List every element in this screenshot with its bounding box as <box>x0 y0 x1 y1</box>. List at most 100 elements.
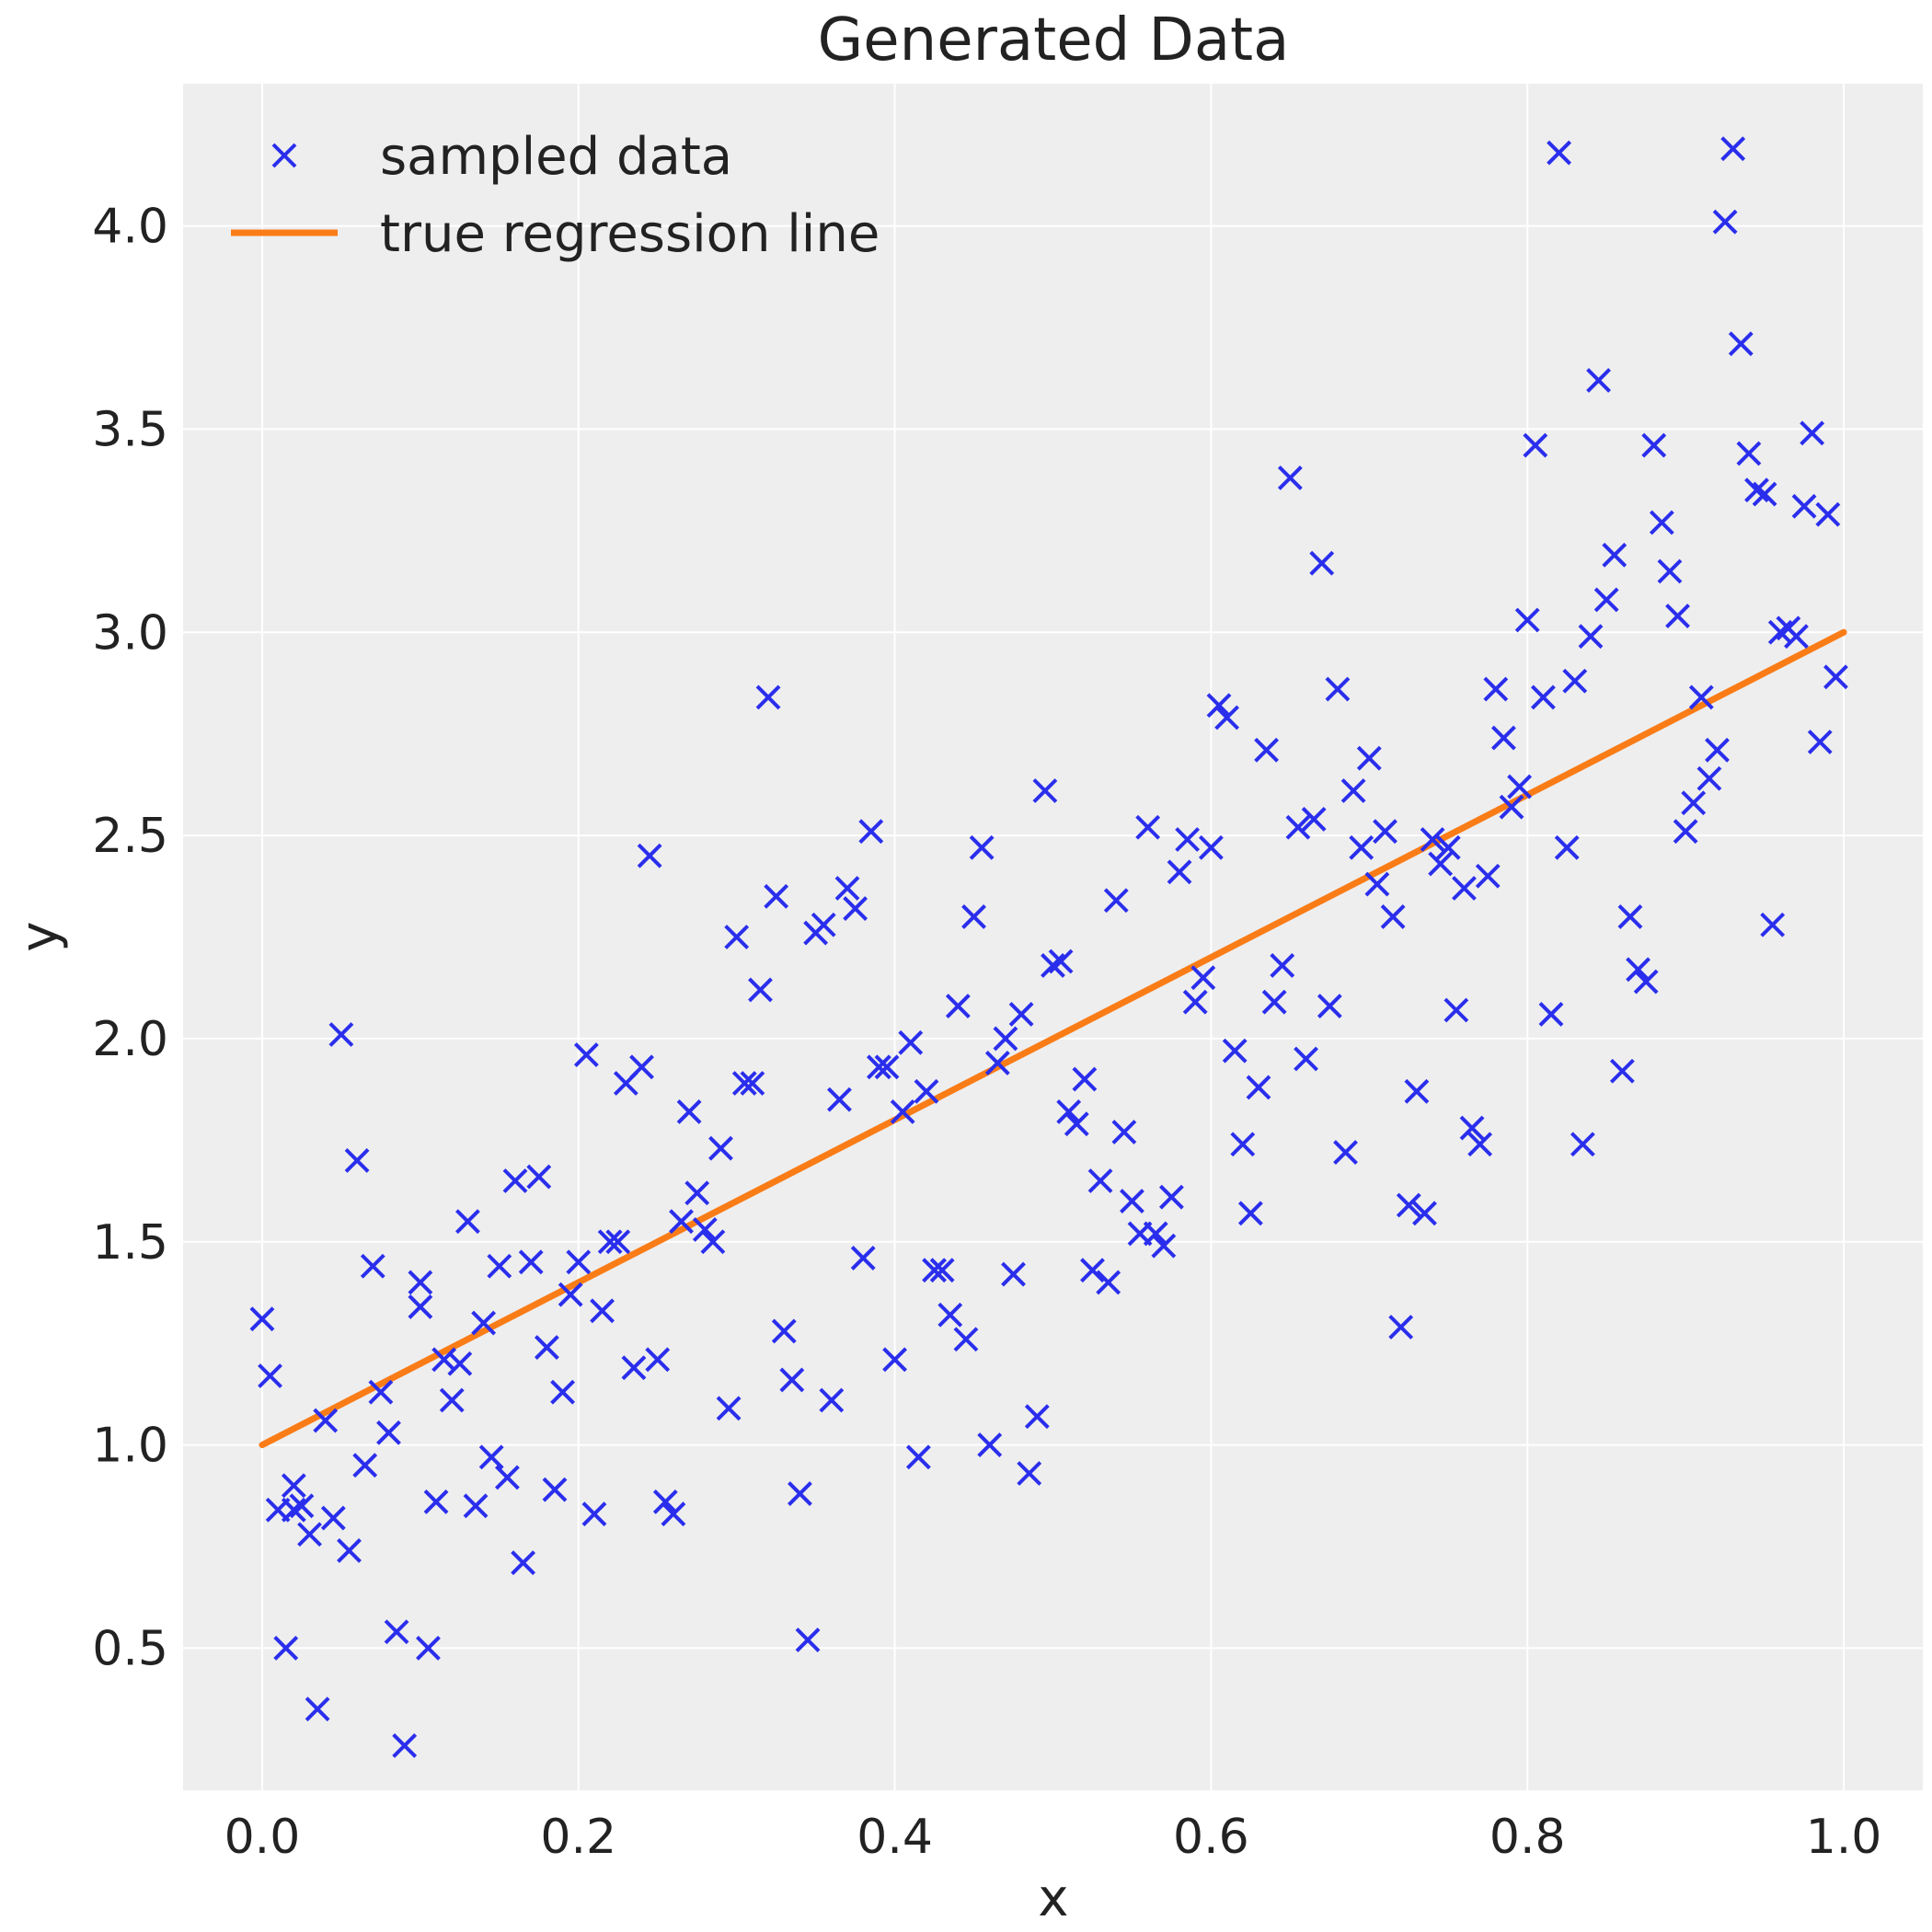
scatter-point <box>1064 1111 1089 1137</box>
scatter-point <box>676 1099 702 1124</box>
legend-label-sampled-data: sampled data <box>380 127 732 187</box>
scatter-point <box>494 1465 520 1490</box>
scatter-point <box>953 1327 979 1352</box>
legend-marker-x <box>271 143 297 168</box>
scatter-point <box>1261 989 1287 1015</box>
scatter-point <box>1681 790 1707 816</box>
x-tick-label: 0.8 <box>1489 1810 1566 1865</box>
scatter-point <box>1744 477 1769 503</box>
regression-line-layer <box>259 628 1847 1449</box>
scatter-point <box>811 912 836 937</box>
scatter-point <box>408 1270 433 1295</box>
x-tick-label: 1.0 <box>1806 1810 1882 1865</box>
x-gridlines <box>260 84 1846 1790</box>
scatter-point <box>471 1310 497 1336</box>
scatter-point <box>1538 1002 1564 1027</box>
scatter-point <box>1784 624 1809 650</box>
legend: sampled data true regression line <box>231 127 880 264</box>
scatter-point <box>1736 441 1762 466</box>
scatter-point <box>819 1387 845 1413</box>
scatter-point <box>764 883 789 909</box>
scatter-point <box>1760 912 1786 937</box>
scatter-point <box>1728 331 1754 357</box>
x-tick-label: 0.0 <box>224 1810 301 1865</box>
scatter-point <box>929 1258 955 1283</box>
scatter-point <box>439 1387 465 1413</box>
scatter-point <box>1111 1120 1137 1144</box>
scatter-point <box>1340 778 1366 803</box>
scatter-point <box>1080 1258 1105 1283</box>
y-tick-label: 3.0 <box>92 605 168 661</box>
y-tick-label: 0.5 <box>92 1621 168 1676</box>
scatter-point <box>573 1042 599 1067</box>
scatter-point <box>1167 859 1192 885</box>
scatter-point <box>858 819 884 845</box>
scatter-point <box>1767 619 1793 645</box>
scatter-point <box>1120 1189 1144 1213</box>
scatter-point <box>1617 904 1643 929</box>
scatter-point <box>1270 953 1295 978</box>
scatter-point <box>478 1444 504 1470</box>
scatter-point <box>652 1489 678 1514</box>
x-tick-label: 0.4 <box>857 1810 933 1865</box>
scatter-point <box>890 1099 915 1124</box>
scatter-point <box>416 1636 441 1661</box>
scatter-point <box>1404 1078 1430 1104</box>
scatter-point <box>360 1253 385 1279</box>
scatter-point <box>1301 807 1327 832</box>
scatter-point <box>1182 989 1208 1015</box>
scatter-point <box>258 1363 282 1388</box>
scatter-point <box>518 1249 544 1275</box>
scatter-point <box>1206 693 1232 719</box>
scatter-point <box>273 1636 299 1661</box>
scatter-point <box>1285 814 1311 840</box>
scatter-point <box>455 1209 480 1235</box>
scatter-point <box>558 1282 583 1307</box>
scatter-point <box>1665 604 1690 628</box>
scatter-point <box>328 1022 354 1047</box>
scatter-point <box>1032 778 1058 803</box>
scatter-point <box>1230 1132 1256 1157</box>
scatter-point <box>834 876 860 901</box>
scatter-point <box>1705 737 1730 763</box>
scatter-point <box>1024 1404 1050 1430</box>
scatter-point <box>1041 953 1065 978</box>
scatter-point <box>1072 1066 1098 1092</box>
scatter-points-layer <box>249 136 1848 1758</box>
scatter-point <box>827 1087 852 1112</box>
scatter-point <box>337 1538 362 1563</box>
scatter-point <box>1380 904 1406 929</box>
scatter-point <box>882 1347 908 1373</box>
y-tick-label: 1.0 <box>92 1419 168 1474</box>
scatter-point <box>788 1481 812 1506</box>
scatter-point <box>487 1253 512 1279</box>
scatter-point <box>526 1164 552 1190</box>
y-tick-label: 2.0 <box>92 1012 168 1067</box>
true-regression-line <box>259 628 1847 1449</box>
scatter-point <box>731 1071 757 1096</box>
scatter-point <box>1420 827 1445 852</box>
scatter-point <box>724 925 750 949</box>
scatter-point <box>1483 676 1509 702</box>
scatter-point <box>1143 1221 1168 1247</box>
scatter-point <box>1001 1261 1026 1287</box>
scatter-point <box>597 1229 623 1255</box>
scatter-point <box>874 1054 900 1080</box>
scatter-point <box>281 1473 306 1499</box>
scatter-point <box>1309 550 1335 576</box>
scatter-point <box>392 1733 418 1758</box>
scatter-point <box>637 843 662 868</box>
scatter-point <box>708 1135 733 1161</box>
y-tick-label: 3.5 <box>92 402 168 457</box>
scatter-point <box>1807 730 1833 754</box>
scatter-point <box>1159 1184 1184 1210</box>
scatter-point <box>1578 624 1604 650</box>
scatter-point <box>581 1501 607 1527</box>
scatter-point <box>463 1493 489 1519</box>
scatter-point <box>850 1246 876 1271</box>
scatter-point <box>1356 745 1382 771</box>
scatter-point <box>1151 1233 1177 1259</box>
scatter-point <box>1317 994 1342 1018</box>
scatter-point <box>795 1627 821 1652</box>
